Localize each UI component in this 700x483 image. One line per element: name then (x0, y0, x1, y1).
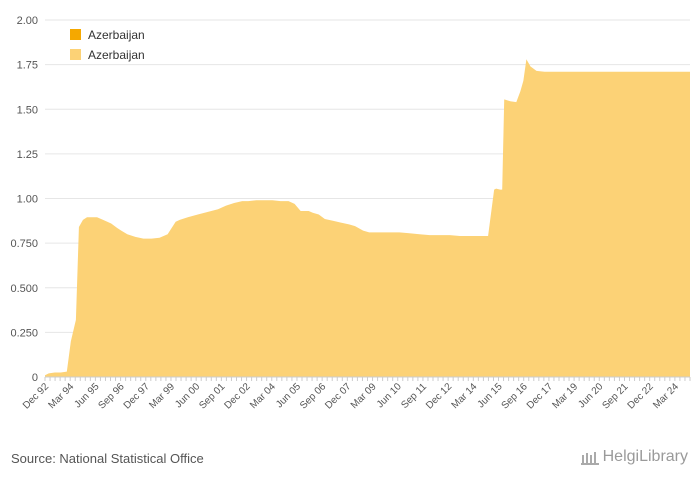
x-tick-label: Mar 09 (349, 381, 379, 411)
x-tick-label: Mar 19 (550, 381, 580, 411)
x-tick-label: Dec 02 (222, 381, 252, 411)
x-tick-label: Sep 21 (600, 381, 630, 411)
source-note: Source: National Statistical Office (11, 451, 204, 466)
legend-swatch-1[interactable] (70, 29, 81, 40)
legend-swatch-2[interactable] (70, 49, 81, 60)
legend-label-2[interactable]: Azerbaijan (88, 48, 145, 62)
x-tick-label: Dec 92 (21, 381, 51, 411)
x-tick-label: Dec 17 (525, 381, 555, 411)
library-icon (580, 452, 599, 465)
chart-area: 2.00 1.75 1.50 1.25 1.00 0.750 0.500 0.250 0 Dec… (10, 15, 691, 412)
y-tick-label: 1.50 (17, 104, 38, 116)
y-tick-label: 1.75 (17, 60, 38, 72)
x-tick-label: Mar 14 (450, 381, 480, 411)
legend-label-1[interactable]: Azerbaijan (88, 28, 145, 42)
y-tick-label: 0.750 (10, 238, 38, 250)
x-tick-label: Dec 22 (626, 381, 656, 411)
x-tick-label: Mar 94 (47, 381, 77, 411)
x-tick-label: Mar 04 (248, 381, 278, 411)
legend: Azerbaijan Azerbaijan (70, 28, 145, 62)
y-tick-label: 0.250 (10, 327, 38, 339)
series-area (45, 59, 690, 378)
x-tick-label: Sep 01 (197, 381, 227, 411)
x-tick-label: Mar 99 (147, 381, 177, 411)
x-tick-label: Sep 96 (97, 381, 127, 411)
y-tick-label: 1.25 (17, 149, 38, 161)
x-tick-label: Sep 16 (500, 381, 530, 411)
x-tick-label: Mar 24 (651, 381, 681, 411)
series-area-azerbaijan[interactable] (45, 59, 690, 378)
y-tick-label: 0 (32, 372, 38, 384)
y-tick-label: 2.00 (17, 15, 38, 27)
axes (44, 376, 691, 381)
y-axis-ticks: 2.00 1.75 1.50 1.25 1.00 0.750 0.500 0.250 0 (10, 15, 38, 384)
brand-name: HelgiLibrary (602, 448, 688, 465)
x-tick-label: Dec 12 (424, 381, 454, 411)
x-tick-label: Dec 07 (323, 381, 353, 411)
y-tick-label: 1.00 (17, 194, 38, 206)
x-tick-label: Sep 06 (298, 381, 328, 411)
y-tick-label: 0.500 (10, 283, 38, 295)
x-tick-label: Dec 97 (122, 381, 152, 411)
brand-logo[interactable]: HelgiLibrary (580, 448, 688, 466)
x-tick-label: Sep 11 (399, 381, 429, 411)
x-tick-label: Jun 10 (375, 381, 404, 410)
